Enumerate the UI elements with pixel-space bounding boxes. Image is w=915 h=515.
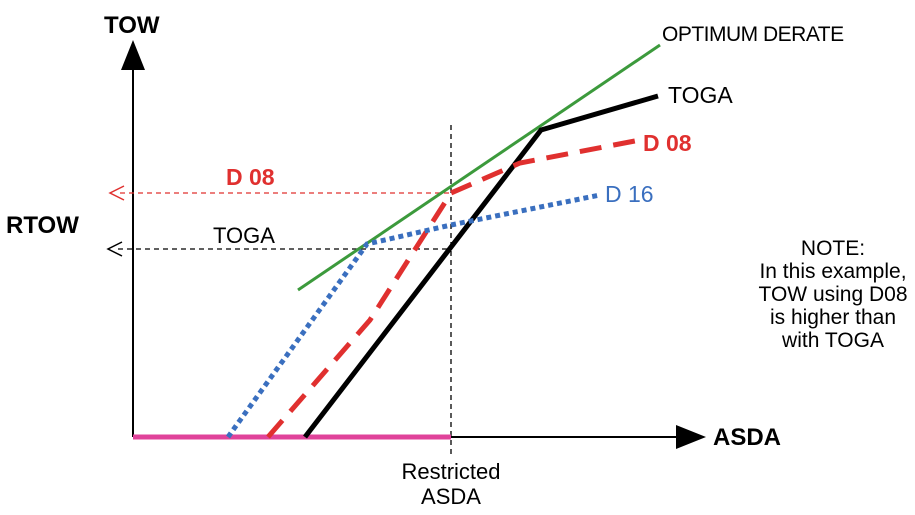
d08-readout-arrowhead (108, 185, 125, 201)
restricted-asda-label-line2: ASDA (421, 484, 481, 509)
toga-curve (303, 93, 659, 439)
toga-readout-arrowhead (106, 241, 123, 257)
note-line-4: is higher than (769, 306, 897, 329)
optimum-derate-line (297, 43, 661, 292)
note-line-1: NOTE: (800, 237, 866, 260)
x-axis-label: ASDA (713, 424, 782, 451)
restricted-asda-label-line1: Restricted (401, 459, 501, 484)
restricted-asda-label: Restricted ASDA (391, 459, 511, 509)
y-axis-label: TOW (104, 12, 160, 39)
rtow-label: RTOW (6, 212, 79, 239)
note-line-5: with TOGA (782, 329, 884, 352)
toga-readout-label: TOGA (213, 223, 275, 248)
x-axis-arrowhead (676, 425, 706, 449)
d08-curve (266, 137, 641, 439)
optimum-derate-label: OPTIMUM DERATE (662, 23, 844, 46)
note-line-3: TOW using D08 (758, 283, 908, 306)
note-box: NOTE: In this example, TOW using D08 is … (748, 237, 915, 352)
toga-line-label: TOGA (668, 82, 733, 108)
d08-readout-label: D 08 (226, 164, 275, 190)
d16-curve (225, 192, 601, 439)
y-axis-arrowhead (121, 40, 145, 70)
d16-line-label: D 16 (605, 181, 654, 207)
note-line-2: In this example, (759, 260, 907, 283)
d08-line-label: D 08 (643, 130, 692, 156)
